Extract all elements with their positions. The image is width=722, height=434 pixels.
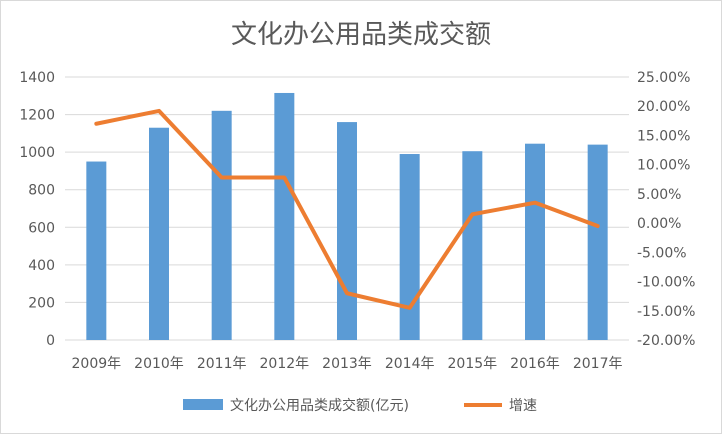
bar bbox=[337, 122, 357, 340]
legend-line-label: 增速 bbox=[509, 398, 537, 414]
bar bbox=[86, 161, 107, 340]
x-tick-label: 2015年 bbox=[448, 356, 498, 372]
x-tick-label: 2014年 bbox=[385, 356, 435, 372]
right-tick-label: -5.00% bbox=[637, 245, 687, 261]
right-tick-label: -10.00% bbox=[637, 275, 695, 291]
right-tick-label: -20.00% bbox=[637, 333, 695, 349]
bar bbox=[274, 92, 295, 340]
left-tick-label: 1000 bbox=[19, 145, 55, 161]
right-tick-label: 10.00% bbox=[637, 158, 690, 174]
legend: 文化办公用品类成交额(亿元) 增速 bbox=[183, 397, 537, 414]
right-tick-label: 15.00% bbox=[637, 128, 690, 144]
left-tick-label: 400 bbox=[28, 258, 55, 274]
left-axis-ticks: 0 200 400 600 800 1000 1200 1400 bbox=[19, 70, 55, 349]
x-tick-label: 2011年 bbox=[197, 356, 247, 372]
x-tick-label: 2016年 bbox=[510, 356, 560, 372]
x-tick-label: 2009年 bbox=[72, 356, 122, 372]
legend-bar-swatch bbox=[183, 399, 223, 410]
growth-line bbox=[94, 108, 600, 310]
bar bbox=[462, 151, 483, 340]
left-tick-label: 600 bbox=[28, 220, 55, 236]
bar-series bbox=[86, 92, 608, 340]
left-tick-label: 0 bbox=[46, 333, 55, 349]
right-tick-label: 5.00% bbox=[637, 187, 681, 203]
right-axis-ticks: -20.00% -15.00% -10.00% -5.00% 0.00% 5.00% 10.… bbox=[637, 70, 695, 349]
bar bbox=[211, 110, 232, 340]
left-tick-label: 1200 bbox=[19, 108, 55, 124]
x-axis-ticks: 2009年 2010年 2011年 2012年 2013年 2014年 2015年 2016年… bbox=[72, 356, 623, 372]
right-tick-label: 0.00% bbox=[637, 216, 681, 232]
bar bbox=[525, 143, 545, 340]
right-tick-label: 25.00% bbox=[637, 70, 690, 86]
line-series bbox=[94, 108, 600, 310]
bar bbox=[587, 144, 608, 340]
right-tick-label: 20.00% bbox=[637, 99, 690, 115]
legend-bar-label: 文化办公用品类成交额(亿元) bbox=[230, 397, 409, 414]
left-tick-label: 1400 bbox=[19, 70, 55, 86]
left-tick-label: 200 bbox=[28, 295, 55, 311]
bar bbox=[399, 154, 420, 340]
right-tick-label: -15.00% bbox=[637, 304, 695, 320]
left-tick-label: 800 bbox=[28, 183, 55, 199]
x-tick-label: 2013年 bbox=[322, 356, 372, 372]
x-tick-label: 2010年 bbox=[134, 356, 184, 372]
x-tick-label: 2017年 bbox=[573, 356, 623, 372]
chart-title: 文化办公用品类成交额 bbox=[231, 20, 491, 50]
bar bbox=[149, 127, 169, 340]
x-tick-label: 2012年 bbox=[260, 356, 310, 372]
